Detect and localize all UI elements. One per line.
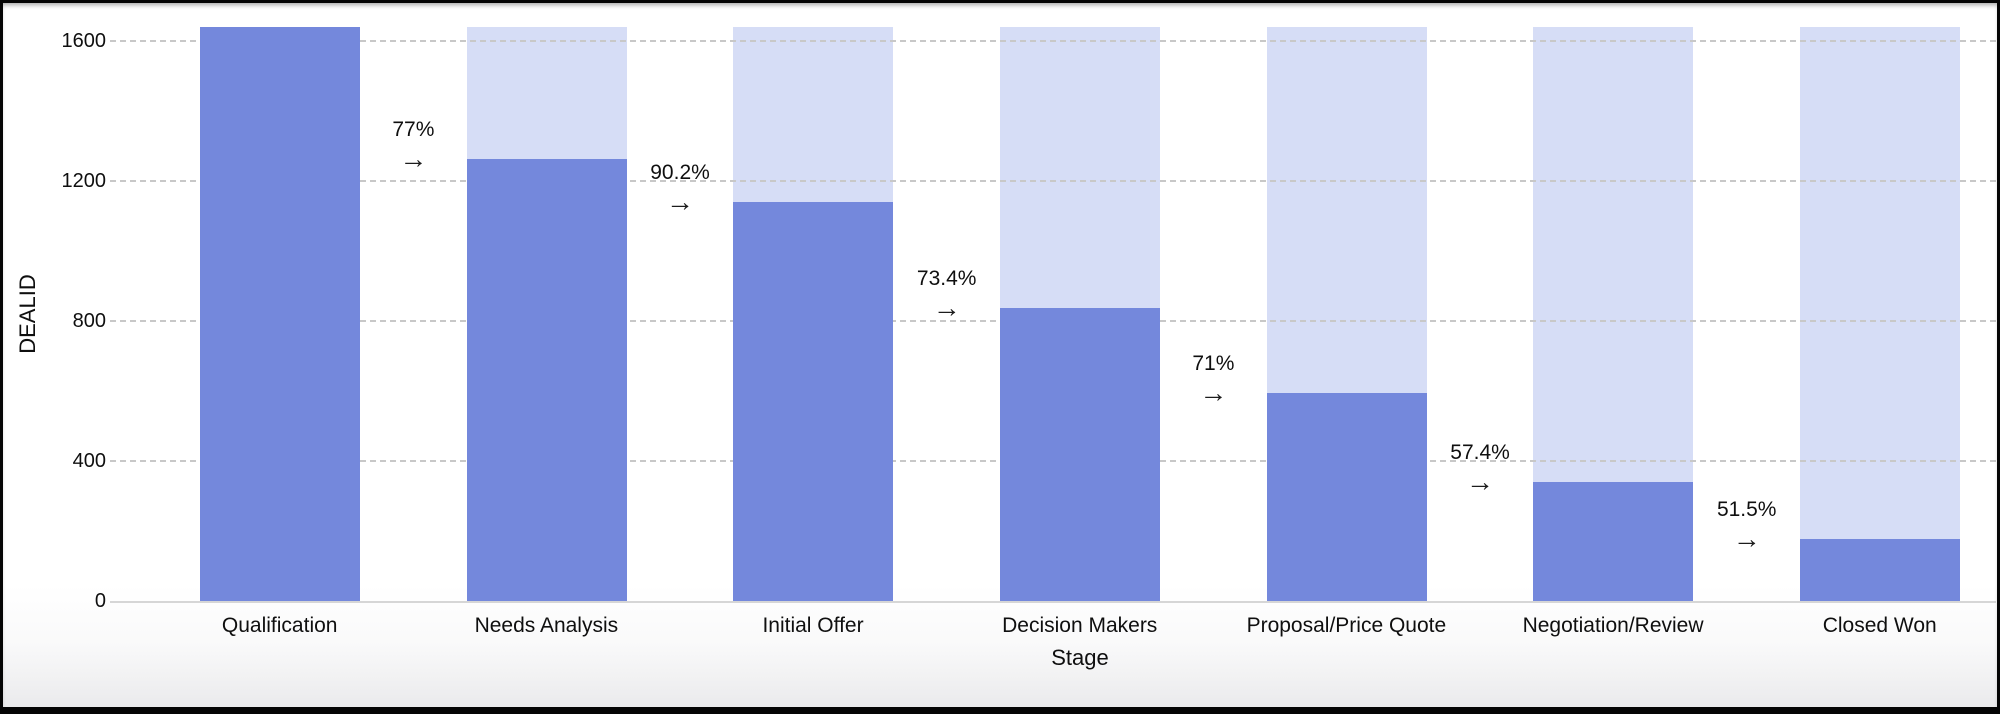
conversion-percentage: 51.5% [1716,498,1777,522]
y-tick-label: 0 [94,590,106,612]
gridline-1600 [110,40,1996,42]
x-axis-line [110,601,1996,603]
right-arrow-icon: → [1199,377,1228,409]
y-axis-title: DEALID [15,274,40,354]
y-tick-label: 800 [72,310,106,332]
right-arrow-icon: → [399,142,428,174]
conversion-step-0: 77% → [343,117,483,175]
conversion-percentage: 71% [1192,352,1235,376]
right-arrow-icon: → [1466,465,1495,497]
x-category-label: Decision Makers [1002,614,1158,637]
conversion-percentage: 57.4% [1450,440,1510,464]
y-tick-label: 1600 [61,30,107,52]
x-axis-title: Stage [1051,645,1109,670]
conversion-step-2: 73.4% → [877,266,1017,324]
y-tick-label: 1200 [61,170,107,192]
x-category-label: Closed Won [1822,614,1937,637]
bar-1[interactable] [466,158,627,601]
x-category-label: Proposal/Price Quote [1246,614,1447,637]
conversion-percentage: 90.2% [650,161,710,185]
bar-3[interactable] [1000,308,1161,601]
bar-2[interactable] [733,202,894,601]
y-tick-label: 400 [72,450,106,472]
x-category-label: Negotiation/Review [1522,614,1704,637]
right-arrow-icon: → [666,186,695,218]
bar-0[interactable] [200,27,361,601]
bar-6[interactable] [1800,539,1961,601]
conversion-percentage: 77% [392,117,435,141]
bottom-gradient [0,585,2000,714]
gridline-1200 [110,180,1996,182]
conversion-step-1: 90.2% → [610,160,750,218]
conversion-step-5: 51.5% → [1677,497,1817,555]
bar-background-6 [1800,27,1961,601]
conversion-step-3: 71% → [1143,351,1283,409]
x-category-label: Initial Offer [762,614,864,637]
conversion-percentage: 73.4% [916,267,977,291]
x-category-label: Needs Analysis [474,614,619,637]
x-category-label: Qualification [221,614,338,637]
bar-5[interactable] [1533,481,1694,601]
right-arrow-icon: → [1732,523,1761,555]
conversion-step-4: 57.4% → [1410,440,1550,498]
right-arrow-icon: → [932,292,961,324]
bar-4[interactable] [1266,393,1427,601]
